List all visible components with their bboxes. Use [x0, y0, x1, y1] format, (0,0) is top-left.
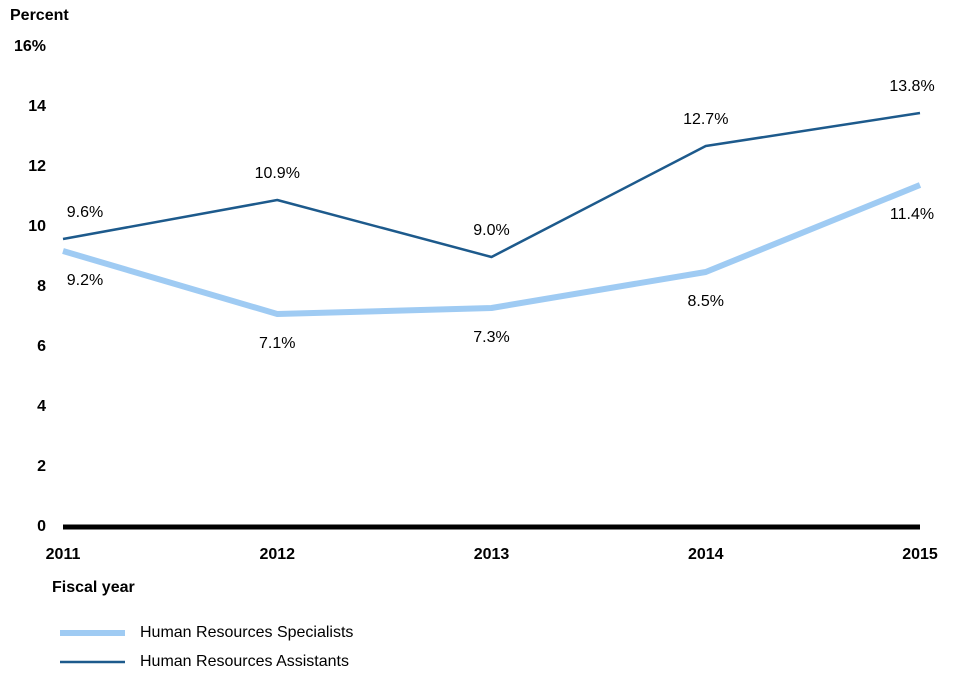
data-label: 13.8%	[889, 78, 934, 95]
y-axis-label: Percent	[10, 7, 69, 24]
data-label: 9.0%	[473, 222, 509, 239]
data-label: 8.5%	[688, 293, 724, 310]
data-label: 12.7%	[683, 111, 728, 128]
legend-label: Human Resources Assistants	[140, 653, 349, 670]
y-tick-label: 14	[28, 98, 46, 115]
legend-label: Human Resources Specialists	[140, 624, 353, 641]
data-label: 7.3%	[473, 329, 509, 346]
x-tick-label: 2011	[46, 546, 81, 563]
x-tick-label: 2015	[902, 546, 938, 563]
data-label: 10.9%	[255, 165, 300, 182]
y-tick-label: 2	[37, 458, 46, 475]
y-tick-label: 16%	[14, 38, 46, 55]
data-label: 9.6%	[67, 204, 103, 221]
series-line	[62, 182, 922, 317]
x-tick-label: 2014	[688, 546, 724, 563]
y-tick-label: 12	[28, 158, 46, 175]
y-tick-label: 4	[37, 398, 46, 415]
data-label: 9.2%	[67, 272, 103, 289]
x-tick-label: 2012	[259, 546, 295, 563]
x-tick-label: 2013	[474, 546, 510, 563]
y-tick-label: 0	[37, 518, 46, 535]
y-tick-label: 6	[37, 338, 46, 355]
series-line	[62, 111, 921, 259]
y-tick-label: 10	[28, 218, 46, 235]
data-label: 11.4%	[890, 206, 934, 223]
y-tick-label: 8	[37, 278, 46, 295]
data-label: 7.1%	[259, 335, 295, 352]
x-axis-label: Fiscal year	[52, 579, 135, 596]
